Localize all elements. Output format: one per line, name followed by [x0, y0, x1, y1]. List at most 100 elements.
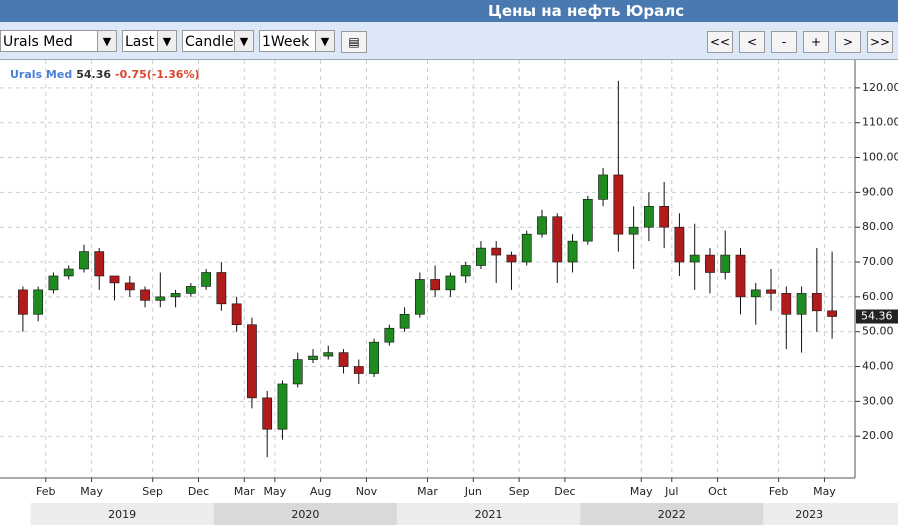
- candle-body: [796, 293, 807, 315]
- year-band: [213, 503, 397, 525]
- candle-body: [185, 286, 196, 294]
- table-button[interactable]: ▤: [341, 31, 367, 53]
- nav-button[interactable]: >>: [867, 31, 893, 53]
- candle-body: [79, 251, 89, 270]
- select-text: 1Week: [262, 34, 310, 50]
- candle-body: [613, 174, 624, 235]
- year-label: 2019: [108, 508, 136, 521]
- instrument-select[interactable]: Urals Med ▼: [0, 30, 117, 52]
- candle-body: [48, 275, 59, 291]
- y-tick-label: 90.00: [862, 185, 894, 198]
- year-label: 2020: [291, 508, 319, 521]
- candle-body: [140, 289, 150, 301]
- y-tick-label: 40.00: [862, 360, 894, 373]
- x-tick-label: Nov: [356, 485, 378, 498]
- candle-body: [308, 355, 318, 360]
- candle-body: [720, 254, 731, 273]
- y-tick-label: 80.00: [862, 220, 894, 233]
- candle-body: [323, 352, 334, 357]
- year-band: [763, 503, 898, 525]
- legend: Urals Med 54.36 -0.75(-1.36%): [10, 68, 200, 81]
- select-text: Candle: [185, 34, 234, 50]
- candle-body: [567, 240, 578, 263]
- year-band: [396, 503, 581, 525]
- candle-body: [216, 272, 227, 305]
- candle-body: [705, 254, 715, 273]
- candle-body: [109, 275, 120, 284]
- candle-body: [33, 289, 44, 315]
- period-select[interactable]: 1Week ▼: [259, 30, 335, 52]
- candle-body: [277, 383, 288, 430]
- candle-body: [338, 352, 349, 367]
- last-price-box: [856, 309, 898, 324]
- nav-button[interactable]: +: [803, 31, 829, 53]
- y-tick-label: 50.00: [862, 325, 894, 338]
- candle-body: [231, 303, 242, 326]
- candle-body: [598, 174, 608, 200]
- field-select[interactable]: Last ▼: [122, 30, 177, 52]
- legend-last: 54.36: [76, 68, 111, 81]
- x-tick-label: Dec: [188, 485, 209, 498]
- x-tick-label: Sep: [509, 485, 530, 498]
- candle-body: [506, 254, 517, 263]
- nav-button[interactable]: <: [739, 31, 765, 53]
- y-tick-label: 60.00: [862, 290, 894, 303]
- candle-body: [460, 265, 471, 277]
- candle-body: [582, 199, 593, 242]
- year-band: [30, 503, 214, 525]
- toolbar: Urals Med ▼ Last ▼ Candle ▼ 1Week ▼ ▤ << < - + >…: [0, 22, 898, 60]
- candle-body: [292, 359, 303, 385]
- candle-body: [94, 251, 105, 277]
- x-tick-label: Jul: [664, 485, 678, 498]
- candle-body: [628, 226, 639, 235]
- x-tick-label: Feb: [36, 485, 55, 498]
- candle-body: [476, 247, 486, 266]
- candle-body: [537, 216, 547, 235]
- candle-body: [781, 293, 792, 315]
- nav-button[interactable]: >: [835, 31, 861, 53]
- x-tick-label: May: [813, 485, 836, 498]
- legend-change: -0.75(-1.36%): [115, 68, 200, 81]
- y-tick-label: 110.00: [862, 116, 898, 129]
- nav-button[interactable]: -: [771, 31, 797, 53]
- y-tick-label: 70.00: [862, 255, 894, 268]
- candle-body: [414, 279, 425, 315]
- x-tick-label: Dec: [554, 485, 575, 498]
- x-tick-label: May: [263, 485, 286, 498]
- y-tick-label: 120.00: [862, 81, 898, 94]
- candle-body: [63, 268, 74, 277]
- candle-body: [384, 327, 395, 343]
- x-tick-label: May: [80, 485, 103, 498]
- last-price-label: 54.36: [861, 310, 893, 323]
- x-tick-label: Sep: [142, 485, 163, 498]
- x-tick-label: Feb: [769, 485, 788, 498]
- candle-body: [430, 279, 441, 291]
- year-band: [580, 503, 764, 525]
- header: Цены на нефть Юралс: [0, 0, 898, 22]
- type-select[interactable]: Candle ▼: [182, 30, 254, 52]
- candle-body: [399, 313, 410, 329]
- x-tick-label: Mar: [234, 485, 255, 498]
- candle-body: [170, 293, 181, 298]
- candle-body: [445, 275, 456, 291]
- select-text: Last: [125, 34, 155, 50]
- candle-body: [353, 366, 364, 374]
- candle-body: [750, 289, 761, 298]
- candle-body: [262, 397, 273, 430]
- candle-body: [18, 289, 28, 315]
- candle-body: [201, 272, 211, 287]
- x-tick-label: Aug: [310, 485, 331, 498]
- legend-name: Urals Med: [10, 68, 72, 81]
- year-label: 2022: [658, 508, 686, 521]
- year-label: 2021: [475, 508, 503, 521]
- page-title: Цены на нефть Юралс: [488, 2, 685, 20]
- y-tick-label: 100.00: [862, 151, 898, 164]
- nav-button[interactable]: <<: [707, 31, 733, 53]
- y-tick-label: 30.00: [862, 394, 894, 407]
- candle-body: [124, 282, 135, 291]
- candle-body: [735, 254, 746, 298]
- candle-body: [155, 296, 166, 301]
- x-tick-label: Jun: [464, 485, 482, 498]
- candle-body: [659, 206, 670, 228]
